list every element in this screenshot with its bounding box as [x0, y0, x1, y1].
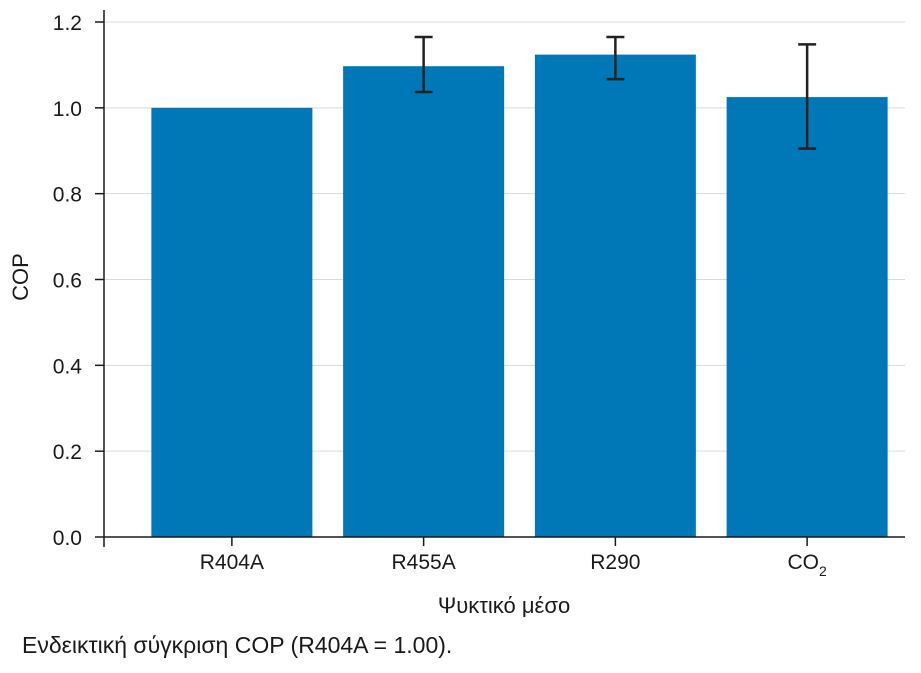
- figure-caption: Ενδεικτική σύγκριση COP (R404A = 1.00).: [22, 632, 453, 658]
- x-tick-text: R290: [590, 551, 640, 574]
- x-tick-label: R455A: [392, 551, 456, 574]
- x-tick-subscript: 2: [819, 563, 827, 579]
- x-ticks: R404A R455A R290 CO2: [200, 537, 827, 579]
- y-tick-label: 0.0: [53, 527, 82, 550]
- x-tick-label: R290: [590, 551, 640, 574]
- y-tick-label: 0.4: [53, 355, 83, 378]
- bars: [151, 54, 888, 538]
- x-tick-text: R404A: [200, 551, 264, 574]
- x-tick-text: CO: [787, 551, 819, 574]
- x-axis-label: Ψυκτικό μέσο: [438, 593, 570, 618]
- bar-r455a: [343, 66, 505, 538]
- bar-co: [726, 97, 888, 538]
- x-tick-label: R404A: [200, 551, 264, 574]
- x-tick-text: R455A: [392, 551, 456, 574]
- error-bars: [414, 35, 817, 150]
- y-axis-label: COP: [8, 253, 33, 301]
- y-tick-label: 0.8: [53, 184, 82, 207]
- bar-r404a: [151, 107, 313, 537]
- y-tick-label: 0.6: [53, 270, 82, 293]
- cop-bar-chart: 0.00.20.40.60.81.01.2 R404A R455A R290 CO2 …: [8, 10, 905, 618]
- axes: [103, 10, 905, 547]
- y-tick-label: 1.0: [53, 98, 82, 121]
- y-tick-label: 0.2: [53, 441, 82, 464]
- x-tick-label: CO2: [787, 551, 827, 579]
- y-ticks: 0.0 0.2 0.4 0.6 0.8 1.0 1.2: [53, 12, 104, 550]
- y-tick-label: 1.2: [53, 12, 82, 35]
- bar-r290: [534, 54, 696, 537]
